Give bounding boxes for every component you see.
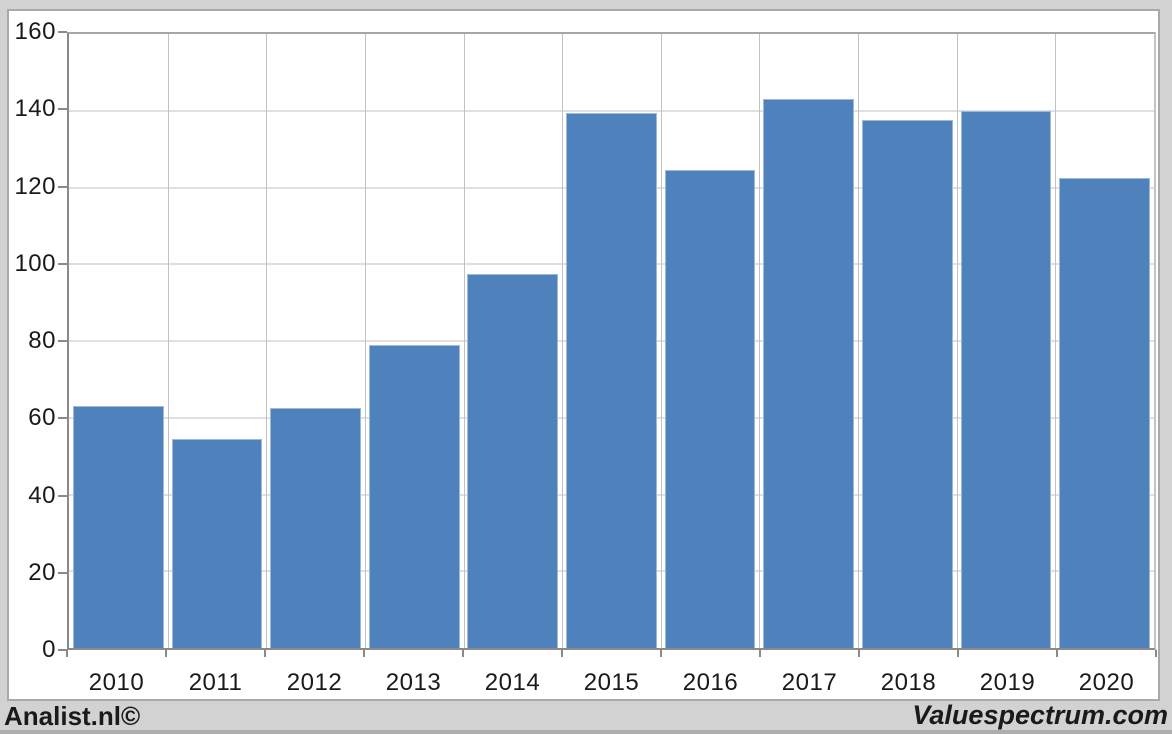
y-axis-ticks: [56, 31, 67, 651]
gridline-v: [759, 34, 761, 648]
footer-left-brand: Analist.nl©: [4, 700, 141, 731]
plot-area: [67, 32, 1156, 650]
gridline-v: [956, 34, 958, 648]
y-tick-mark: [58, 649, 67, 651]
y-axis-labels: 0 20 40 60 80 100 120 140 160: [9, 20, 56, 662]
y-tick-mark: [58, 571, 67, 574]
bar: [960, 110, 1052, 648]
bar: [368, 344, 460, 648]
x-tick-mark: [363, 650, 365, 657]
x-tick-mark: [66, 650, 68, 657]
y-tick-mark: [58, 340, 67, 342]
bar: [862, 120, 953, 648]
x-tick-mark: [759, 650, 761, 657]
y-tick-label: 80: [28, 327, 56, 354]
bar: [566, 112, 657, 648]
x-tick-mark: [1155, 650, 1157, 657]
x-tick-mark: [660, 650, 662, 657]
bottom-edge-divider: [0, 730, 1172, 734]
x-tick-mark: [1056, 650, 1058, 657]
x-tick-mark: [165, 650, 167, 657]
bar: [270, 408, 361, 648]
x-tick-label: 2019: [979, 669, 1036, 696]
x-tick-label: 2017: [781, 669, 838, 696]
bar: [467, 273, 559, 648]
x-tick-mark: [957, 650, 959, 657]
gridline-v: [167, 34, 169, 648]
x-tick-label: 2013: [385, 669, 442, 696]
gridline-v: [266, 34, 268, 648]
y-tick-label: 120: [14, 172, 56, 200]
x-tick-mark: [561, 650, 563, 657]
x-tick-label: 2010: [88, 669, 145, 696]
bar: [72, 406, 164, 648]
x-tick-label: 2018: [880, 669, 937, 696]
y-tick-mark: [58, 31, 67, 33]
y-tick-label: 0: [42, 636, 56, 663]
gridline-h: [69, 110, 1154, 112]
bar: [1059, 177, 1151, 648]
x-tick-mark: [858, 650, 860, 657]
chart-frame: 0 20 40 60 80 100 120 140 160 2010 2011 2012 2013 20…: [7, 9, 1160, 701]
gridline-v: [660, 34, 662, 648]
y-tick-label: 60: [28, 404, 56, 432]
gridline-v: [364, 34, 366, 648]
bar: [171, 438, 263, 648]
footer-bar: Analist.nl© Valuespectrum.com: [0, 701, 1172, 734]
x-tick-mark: [264, 650, 266, 657]
y-tick-label: 100: [14, 249, 56, 277]
gridline-v: [858, 34, 860, 648]
footer-right-brand: Valuespectrum.com: [912, 700, 1168, 730]
bar: [664, 170, 756, 648]
y-tick-mark: [58, 262, 67, 265]
x-axis-labels: 2010 2011 2012 2013 2014 2015 2016 2017 2018 2019…: [67, 661, 1156, 695]
x-axis-ticks: [66, 650, 1157, 658]
gridline-v: [562, 34, 564, 648]
x-tick-label: 2015: [583, 669, 640, 696]
y-tick-label: 140: [14, 95, 56, 123]
x-tick-label: 2020: [1078, 669, 1135, 696]
gridline-v: [463, 34, 465, 648]
y-tick-label: 40: [28, 481, 56, 509]
x-tick-label: 2014: [484, 669, 541, 696]
gridline-v: [1055, 34, 1057, 648]
y-tick-mark: [58, 417, 67, 420]
bar: [763, 99, 855, 648]
x-tick-label: 2011: [188, 669, 243, 696]
y-tick-mark: [58, 494, 67, 497]
x-tick-label: 2012: [286, 669, 343, 696]
x-tick-mark: [462, 650, 464, 657]
y-tick-label: 20: [28, 558, 56, 586]
y-tick-label: 160: [14, 18, 56, 45]
x-tick-label: 2016: [682, 669, 739, 696]
y-tick-mark: [58, 108, 67, 111]
y-tick-mark: [58, 185, 67, 188]
